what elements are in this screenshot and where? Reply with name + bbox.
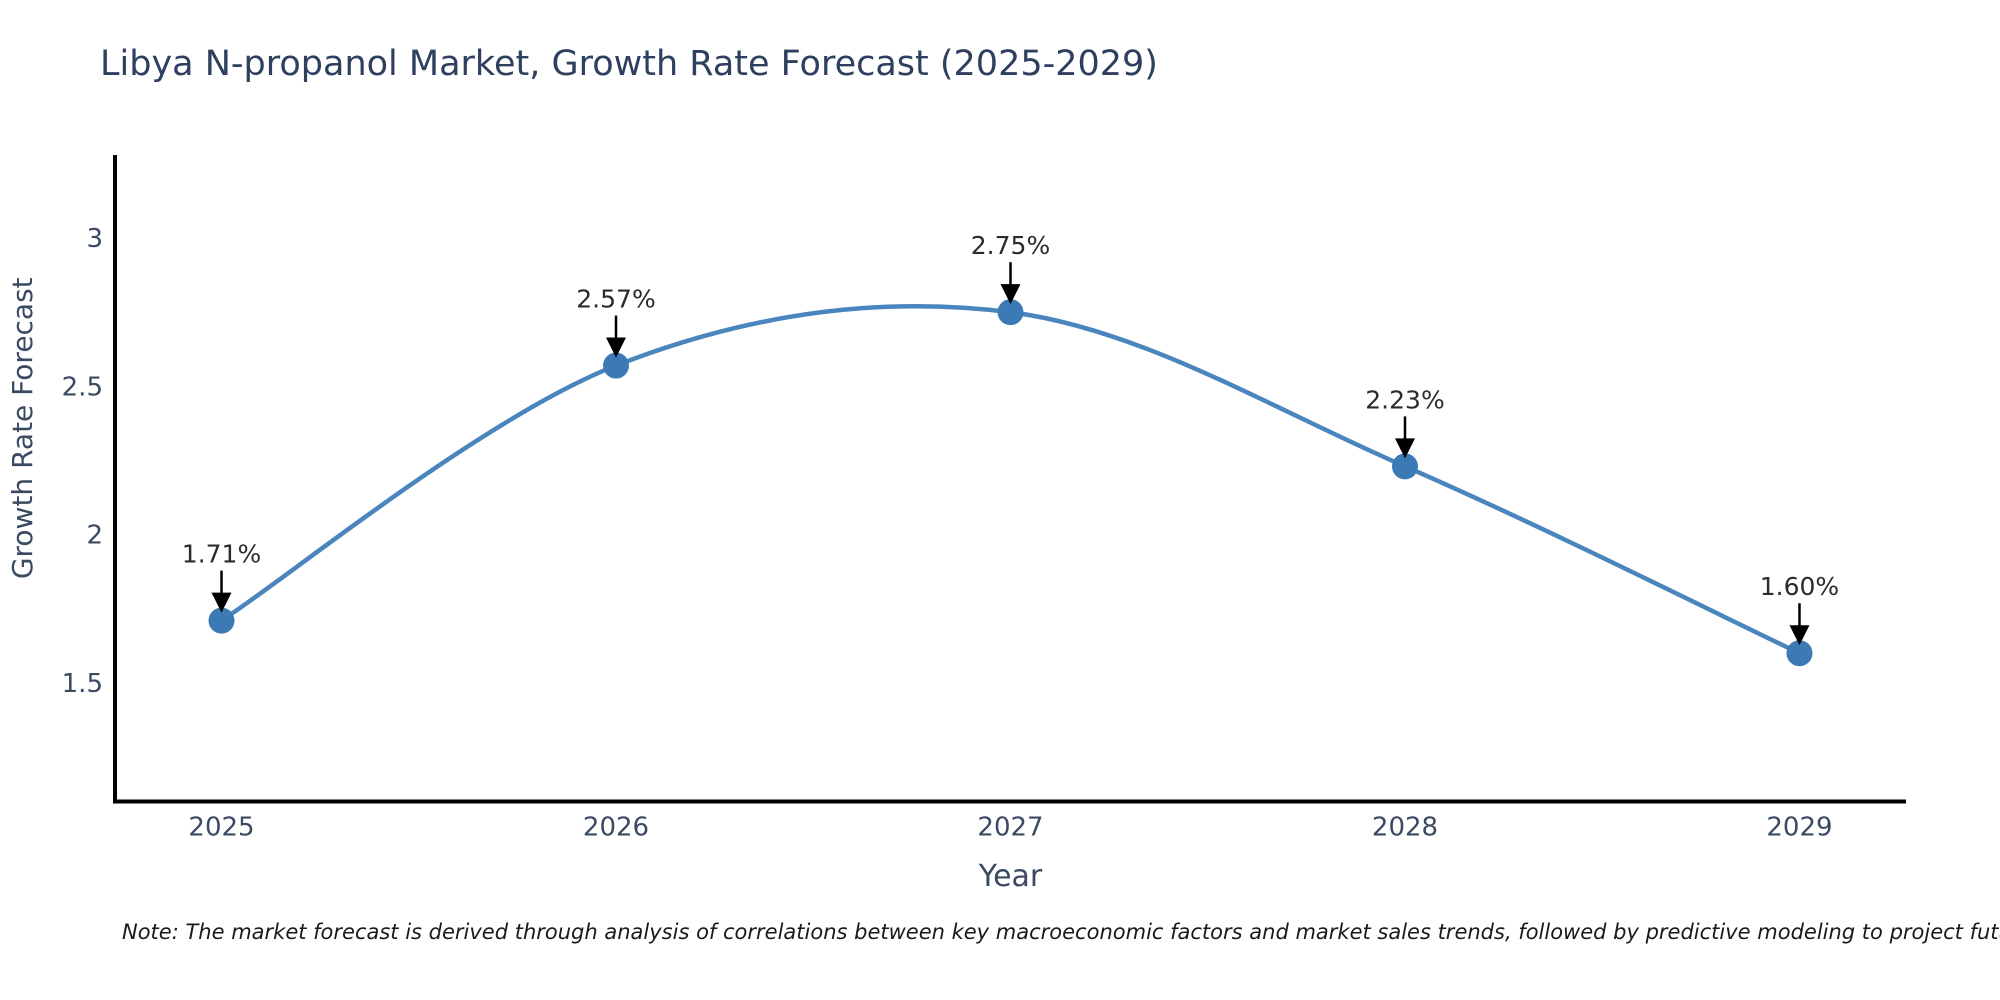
x-tick-label: 2028 bbox=[1372, 813, 1438, 843]
data-point-label: 1.60% bbox=[1760, 572, 1839, 601]
annotation-arrowhead-icon bbox=[211, 592, 232, 613]
y-tick-label: 2 bbox=[86, 521, 103, 551]
x-tick-label: 2025 bbox=[188, 813, 254, 843]
data-point-label: 2.23% bbox=[1365, 385, 1444, 414]
chart-title: Libya N-propanol Market, Growth Rate For… bbox=[100, 44, 1158, 84]
data-point-label: 2.75% bbox=[971, 231, 1050, 260]
annotation-arrowhead-icon bbox=[1789, 625, 1810, 646]
forecast-line-series bbox=[219, 303, 1802, 656]
chart-footnote: Note: The market forecast is derived thr… bbox=[122, 920, 2000, 944]
x-tick-label: 2027 bbox=[977, 813, 1043, 843]
y-tick-label: 1.5 bbox=[62, 669, 103, 699]
annotation-arrowhead-icon bbox=[1394, 438, 1415, 459]
data-point-marker bbox=[1391, 453, 1418, 480]
data-point-marker bbox=[1786, 640, 1813, 667]
y-tick-label: 3 bbox=[86, 224, 103, 254]
y-axis-title: Growth Rate Forecast bbox=[6, 277, 39, 579]
x-tick-label: 2029 bbox=[1766, 813, 1832, 843]
data-point-marker bbox=[997, 299, 1024, 326]
data-point-marker bbox=[208, 607, 235, 634]
data-point-label: 2.57% bbox=[576, 285, 655, 314]
data-point-marker bbox=[603, 352, 630, 379]
x-tick-label: 2026 bbox=[583, 813, 649, 843]
y-tick-label: 2.5 bbox=[62, 372, 103, 402]
annotation-arrowhead-icon bbox=[1000, 284, 1021, 305]
annotation-arrowhead-icon bbox=[606, 337, 627, 358]
data-point-label: 1.71% bbox=[182, 540, 261, 569]
x-axis-title: Year bbox=[978, 859, 1043, 894]
